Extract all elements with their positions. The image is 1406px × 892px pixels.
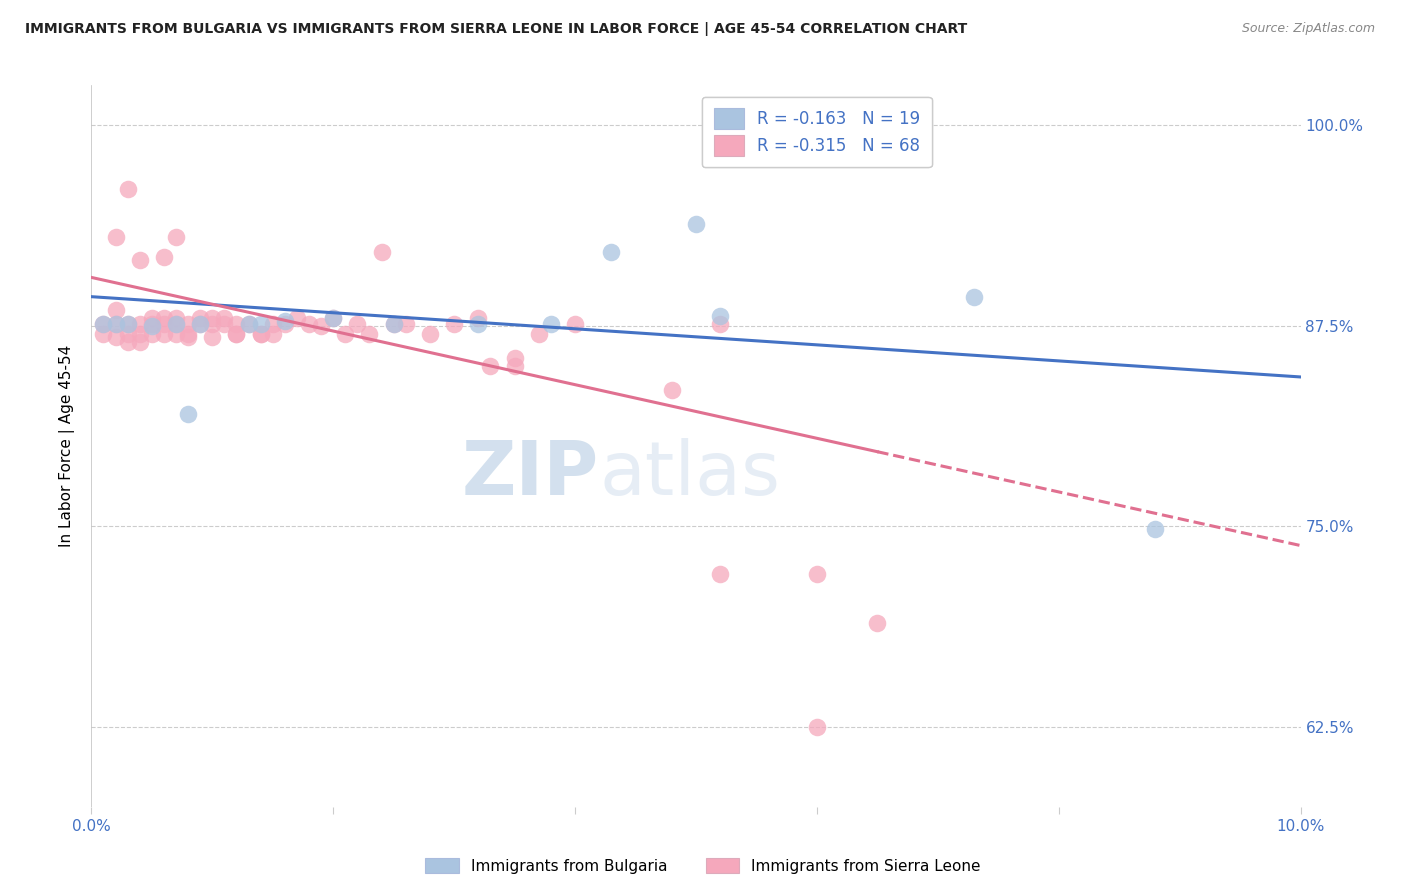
Point: [382, 317, 405, 331]
Point: [238, 317, 260, 331]
Point: [479, 359, 502, 373]
Point: [1144, 523, 1167, 537]
Point: [806, 720, 828, 734]
Legend: Immigrants from Bulgaria, Immigrants from Sierra Leone: Immigrants from Bulgaria, Immigrants fro…: [419, 852, 987, 880]
Point: [153, 326, 176, 341]
Point: [93, 326, 115, 341]
Point: [395, 317, 418, 331]
Point: [165, 326, 187, 341]
Point: [274, 317, 297, 331]
Point: [335, 326, 357, 341]
Point: [249, 326, 271, 341]
Point: [467, 317, 489, 331]
Text: Source: ZipAtlas.com: Source: ZipAtlas.com: [1241, 22, 1375, 36]
Point: [214, 310, 236, 325]
Point: [262, 317, 284, 331]
Point: [93, 317, 115, 331]
Point: [93, 317, 115, 331]
Text: atlas: atlas: [599, 438, 780, 511]
Point: [201, 310, 224, 325]
Point: [249, 317, 271, 331]
Point: [104, 317, 127, 331]
Point: [201, 317, 224, 331]
Point: [177, 330, 200, 344]
Point: [128, 252, 150, 267]
Point: [104, 317, 127, 331]
Point: [141, 326, 163, 341]
Legend: R = -0.163   N = 19, R = -0.315   N = 68: R = -0.163 N = 19, R = -0.315 N = 68: [702, 96, 932, 168]
Point: [188, 317, 211, 331]
Point: [346, 317, 368, 331]
Point: [600, 244, 623, 259]
Point: [117, 334, 139, 349]
Point: [709, 317, 731, 331]
Point: [165, 310, 187, 325]
Point: [225, 326, 247, 341]
Point: [370, 244, 392, 259]
Point: [153, 250, 176, 264]
Point: [274, 314, 297, 328]
Text: ZIP: ZIP: [463, 438, 599, 511]
Point: [806, 567, 828, 582]
Point: [382, 317, 405, 331]
Point: [527, 326, 550, 341]
Point: [141, 310, 163, 325]
Point: [104, 230, 127, 244]
Point: [225, 317, 247, 331]
Point: [201, 330, 224, 344]
Point: [177, 326, 200, 341]
Point: [153, 310, 176, 325]
Point: [866, 615, 889, 630]
Point: [128, 317, 150, 331]
Point: [285, 310, 308, 325]
Point: [963, 290, 986, 304]
Point: [104, 302, 127, 317]
Point: [238, 317, 260, 331]
Point: [685, 218, 707, 232]
Point: [188, 310, 211, 325]
Point: [117, 317, 139, 331]
Point: [177, 317, 200, 331]
Point: [117, 317, 139, 331]
Point: [165, 230, 187, 244]
Point: [298, 317, 321, 331]
Point: [467, 310, 489, 325]
Point: [249, 326, 271, 341]
Point: [709, 567, 731, 582]
Point: [503, 359, 526, 373]
Point: [153, 317, 176, 331]
Point: [419, 326, 441, 341]
Point: [309, 318, 332, 333]
Point: [503, 351, 526, 365]
Point: [709, 309, 731, 323]
Point: [443, 317, 465, 331]
Point: [214, 317, 236, 331]
Point: [165, 317, 187, 331]
Point: [128, 326, 150, 341]
Point: [540, 317, 562, 331]
Point: [188, 317, 211, 331]
Point: [322, 310, 344, 325]
Text: IMMIGRANTS FROM BULGARIA VS IMMIGRANTS FROM SIERRA LEONE IN LABOR FORCE | AGE 45: IMMIGRANTS FROM BULGARIA VS IMMIGRANTS F…: [25, 22, 967, 37]
Point: [564, 317, 586, 331]
Point: [262, 326, 284, 341]
Point: [117, 182, 139, 196]
Point: [359, 326, 381, 341]
Point: [141, 318, 163, 333]
Point: [117, 326, 139, 341]
Point: [225, 326, 247, 341]
Point: [165, 317, 187, 331]
Y-axis label: In Labor Force | Age 45-54: In Labor Force | Age 45-54: [59, 345, 76, 547]
Point: [177, 407, 200, 421]
Point: [128, 334, 150, 349]
Point: [141, 317, 163, 331]
Point: [104, 330, 127, 344]
Point: [322, 310, 344, 325]
Point: [661, 383, 683, 397]
